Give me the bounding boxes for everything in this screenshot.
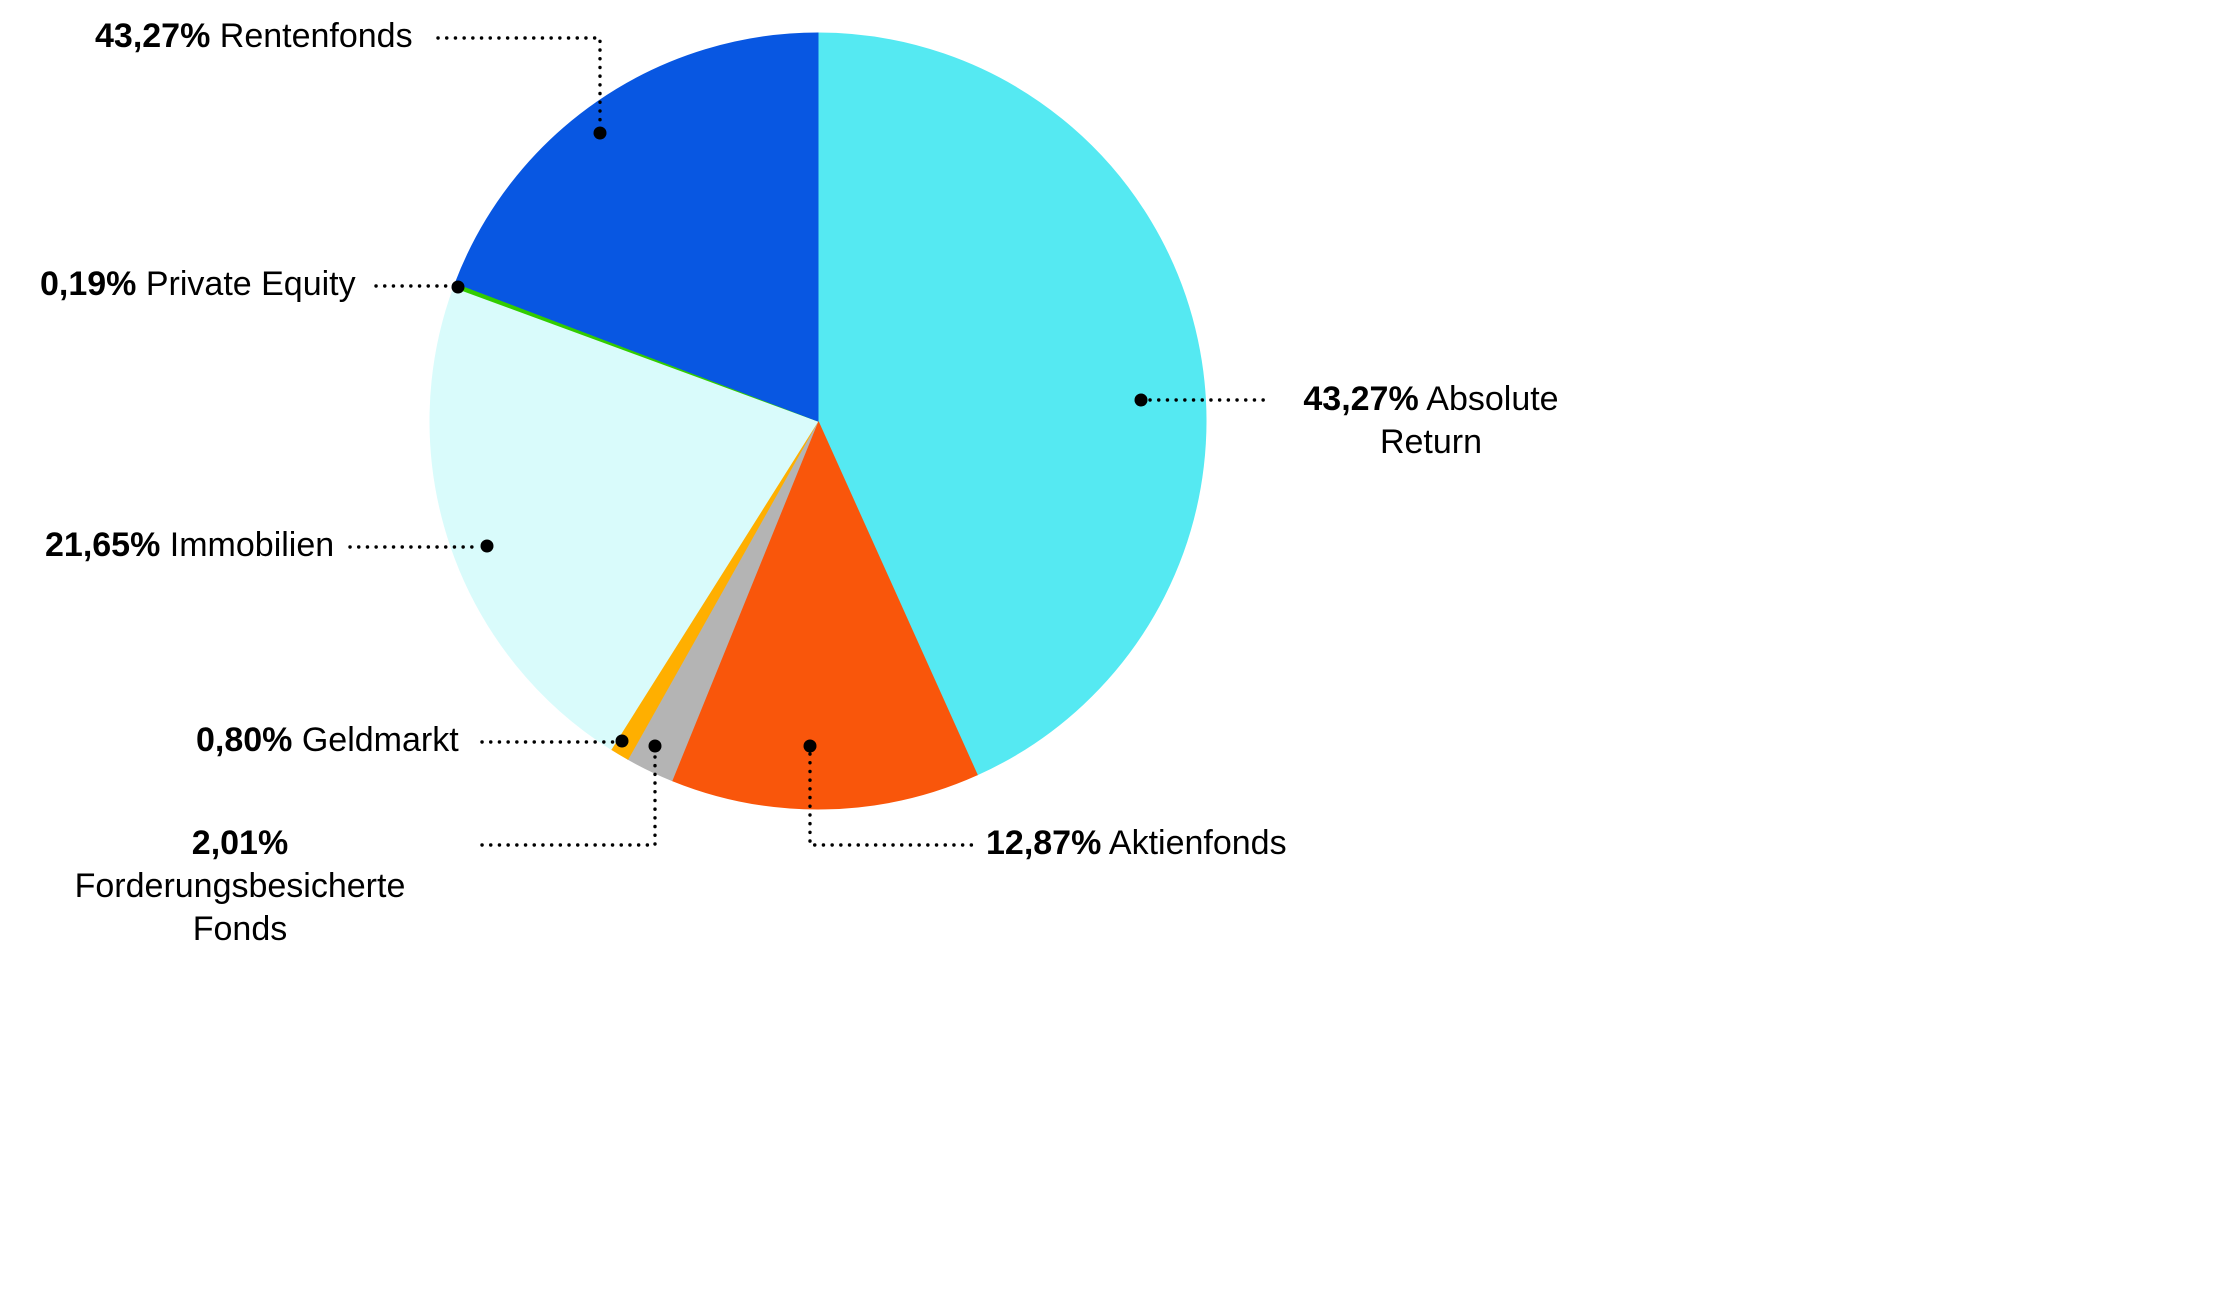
label-rentenfonds-percent: 43,27% xyxy=(95,17,211,55)
pie-slice-immobilien xyxy=(429,286,819,750)
pointer-dot-forderungsbesicherte-fonds xyxy=(648,739,662,753)
pie-slice-aktienfonds xyxy=(671,419,978,810)
pointer-dot-immobilien xyxy=(480,539,494,553)
label-private-equity: 0,19% Private Equity xyxy=(40,263,356,306)
label-absolute-return: 43,27% Absolute Return xyxy=(1281,378,1581,464)
pie-slice-absolute-return xyxy=(817,32,1207,776)
pie-slice-rentenfonds xyxy=(454,32,819,422)
label-immobilien-percent: 21,65% xyxy=(45,526,161,564)
pointer-dot-rentenfonds xyxy=(593,126,607,140)
label-absolute-return-name: Absolute Return xyxy=(1379,380,1559,461)
label-geldmarkt-name: Geldmarkt xyxy=(301,721,459,759)
label-geldmarkt: 0,80% Geldmarkt xyxy=(196,719,459,762)
pointer-dot-aktienfonds xyxy=(803,739,817,753)
label-forderungsbesicherte-fonds: 2,01% Forderungsbesicherte Fonds xyxy=(24,822,456,950)
label-aktienfonds-name: Aktienfonds xyxy=(1108,824,1287,862)
label-forderungsbesicherte-fonds-name: Forderungsbesicherte Fonds xyxy=(74,866,406,948)
label-immobilien: 21,65% Immobilien xyxy=(45,524,334,567)
label-aktienfonds-percent: 12,87% xyxy=(986,824,1102,862)
pointer-line-aktienfonds xyxy=(808,752,977,847)
pointer-line-rentenfonds xyxy=(436,36,602,128)
label-private-equity-percent: 0,19% xyxy=(40,265,137,303)
label-rentenfonds: 43,27% Rentenfonds xyxy=(95,15,413,58)
label-geldmarkt-percent: 0,80% xyxy=(196,721,293,759)
label-forderungsbesicherte-fonds-percent: 2,01% xyxy=(191,824,289,862)
label-absolute-return-percent: 43,27% xyxy=(1303,380,1419,418)
label-rentenfonds-name: Rentenfonds xyxy=(219,17,413,55)
label-private-equity-name: Private Equity xyxy=(145,265,356,303)
pointer-dot-absolute-return xyxy=(1134,393,1148,407)
label-immobilien-name: Immobilien xyxy=(169,526,335,564)
pointer-line-forderungsbesicherte-fonds xyxy=(480,752,657,847)
pointer-dot-geldmarkt xyxy=(615,734,629,748)
pointer-dot-private-equity xyxy=(451,280,465,294)
label-aktienfonds: 12,87% Aktienfonds xyxy=(986,822,1287,865)
